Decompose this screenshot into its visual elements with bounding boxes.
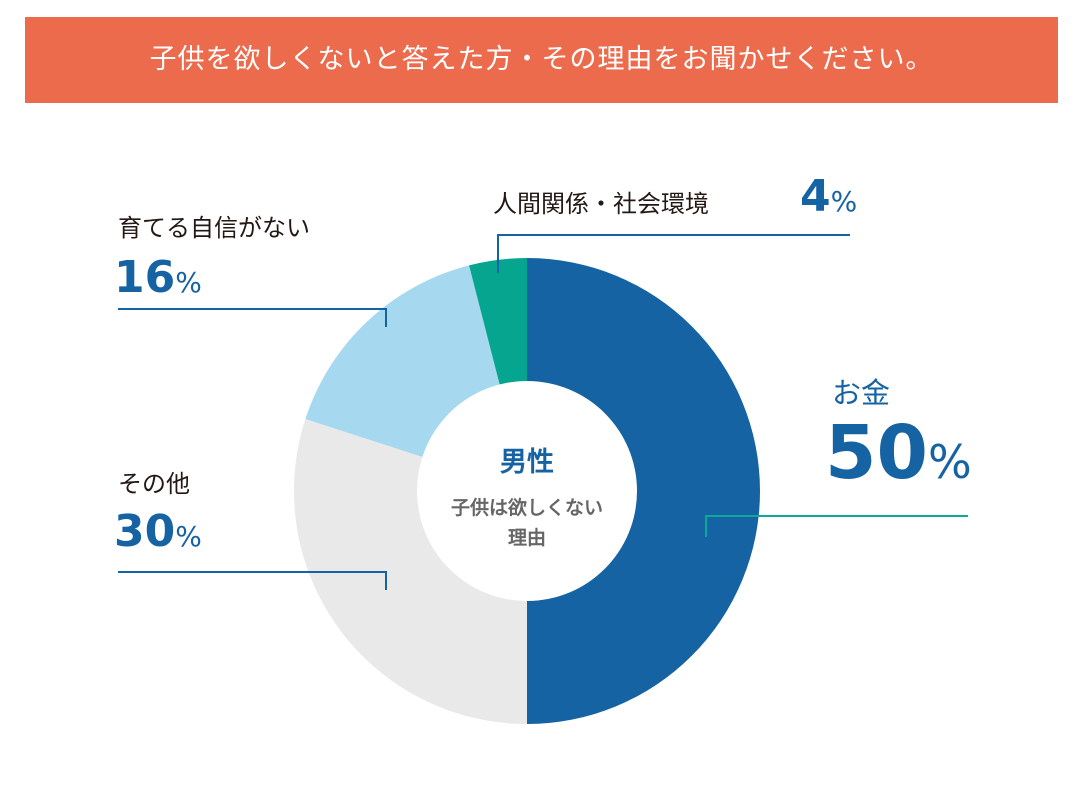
slice-value-money-number: 50 bbox=[825, 410, 928, 496]
question-banner: 子供を欲しくないと答えた方・その理由をお聞かせください。 bbox=[25, 17, 1058, 103]
slice-money bbox=[527, 258, 760, 724]
slice-value-other-unit: % bbox=[175, 520, 202, 553]
slice-value-money: 50% bbox=[825, 408, 972, 507]
donut-hole bbox=[417, 381, 637, 601]
leader-line-money bbox=[705, 515, 968, 537]
slice-value-relations: 4% bbox=[800, 170, 857, 229]
slice-value-relations-number: 4 bbox=[800, 171, 831, 222]
center-subtitle-line2: 理由 bbox=[507, 527, 546, 549]
center-subtitle-line1: 子供は欲しくない bbox=[450, 497, 603, 519]
question-text: 子供を欲しくないと答えた方・その理由をお聞かせください。 bbox=[149, 44, 934, 75]
slice-label-money: お金 bbox=[832, 376, 891, 410]
leader-line-other bbox=[118, 571, 387, 590]
slice-label-relations: 人間関係・社会環境 bbox=[493, 190, 709, 218]
slice-value-relations-unit: % bbox=[830, 185, 858, 218]
center-subtitle: 子供は欲しくない 理由 bbox=[417, 493, 637, 553]
slice-value-other-number: 30 bbox=[114, 506, 176, 557]
slice-value-confidence: 16% bbox=[114, 251, 202, 310]
slice-value-confidence-number: 16 bbox=[114, 252, 176, 303]
leader-line-relations bbox=[497, 234, 850, 273]
slice-label-confidence: 育てる自信がない bbox=[118, 214, 310, 242]
leader-line-confidence bbox=[118, 308, 387, 327]
slice-label-other: その他 bbox=[118, 470, 190, 498]
center-title: 男性 bbox=[500, 447, 554, 478]
slice-value-other: 30% bbox=[114, 505, 202, 564]
slice-value-money-unit: % bbox=[927, 435, 972, 489]
slice-value-confidence-unit: % bbox=[175, 266, 202, 299]
